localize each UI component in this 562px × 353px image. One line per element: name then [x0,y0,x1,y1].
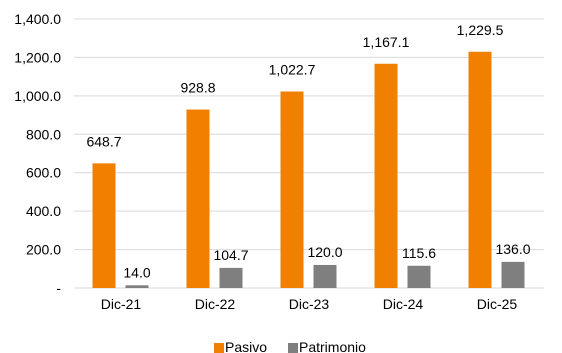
bar-patrimonio-dic-21 [125,285,149,288]
data-label: 648.7 [86,133,121,149]
data-label: 928.8 [180,80,215,96]
x-tick-label: Dic-22 [195,296,236,312]
data-label: 136.0 [495,241,530,257]
x-axis-tick-labels: Dic-21 Dic-22 Dic-23 Dic-24 Dic-25 [101,296,518,312]
x-tick-label: Dic-25 [477,296,518,312]
y-tick-label: 1,200.0 [14,49,61,65]
data-label: 1,229.5 [457,22,504,38]
y-tick-label: 1,000.0 [14,88,61,104]
data-label: 14.0 [123,264,150,280]
bars: 648.7 14.0 928.8 104.7 1,022.7 120.0 1,167.1 11… [86,22,531,288]
bar-pasivo-dic-23 [280,91,304,288]
gridlines [74,18,544,251]
y-tick-label: 600.0 [26,165,61,181]
data-label: 115.6 [402,245,436,261]
data-label: 120.0 [307,244,342,260]
y-tick-label: 400.0 [26,203,61,219]
bar-pasivo-dic-24 [374,63,398,288]
data-label: 104.7 [213,247,248,263]
bar-pasivo-dic-22 [186,109,210,288]
x-tick-label: Dic-21 [101,296,142,312]
legend: Pasivo Patrimonio [214,339,366,353]
y-tick-label: 200.0 [26,242,61,258]
x-tick-label: Dic-24 [383,296,424,312]
data-label: 1,167.1 [363,34,410,50]
data-label: 1,022.7 [269,61,316,77]
legend-label: Pasivo [225,339,267,353]
bar-patrimonio-dic-22 [219,267,243,288]
y-tick-label: 800.0 [26,126,61,142]
y-tick-label: - [56,280,61,296]
x-tick-label: Dic-23 [289,296,330,312]
legend-swatch [288,343,298,353]
bar-pasivo-dic-25 [468,51,492,288]
bar-pasivo-dic-21 [92,163,116,288]
y-tick-label: 1,400.0 [14,11,61,27]
bar-patrimonio-dic-23 [313,264,337,288]
legend-label: Patrimonio [299,339,366,353]
y-axis-tick-labels: - 200.0 400.0 600.0 800.0 1,000.0 1,200.0 1,400… [14,11,61,296]
legend-swatch [214,343,224,353]
bar-patrimonio-dic-24 [407,265,431,288]
bar-patrimonio-dic-25 [501,261,525,288]
